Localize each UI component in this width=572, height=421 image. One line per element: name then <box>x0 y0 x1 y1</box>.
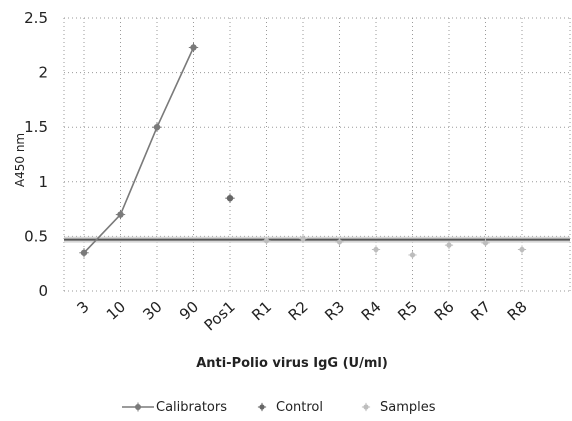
x-tick-label: 10 <box>103 298 129 324</box>
y-tick-label: 0.5 <box>24 227 48 245</box>
grid <box>63 17 571 292</box>
x-tick-label: R2 <box>285 298 312 325</box>
legend-marker <box>133 402 143 412</box>
data-point <box>225 193 235 203</box>
x-tick-label: Pos1 <box>201 298 239 335</box>
cutoff-line-group <box>64 236 570 243</box>
y-tick-label: 0 <box>38 282 48 300</box>
series-calibrators <box>79 42 199 258</box>
legend: Calibrators Control Samples <box>122 400 436 415</box>
x-tick-label: R1 <box>248 298 275 325</box>
data-point <box>79 248 89 258</box>
legend-item-control: Control <box>257 400 323 415</box>
x-tick-label: 30 <box>139 298 165 324</box>
x-tick-label: R4 <box>358 298 385 325</box>
x-tick-label: R8 <box>504 298 531 325</box>
x-tick-label: R7 <box>467 298 494 325</box>
data-point <box>298 234 308 243</box>
legend-label: Calibrators <box>156 400 227 415</box>
y-tick-label: 1.5 <box>24 118 48 136</box>
series-line <box>83 47 195 254</box>
data-point <box>408 250 417 260</box>
legend-item-calibrators: Calibrators <box>122 400 227 415</box>
data-point <box>152 122 162 132</box>
data-point <box>517 245 527 254</box>
x-tick-label: R6 <box>431 298 458 325</box>
legend-marker <box>257 402 267 412</box>
x-tick-label: R3 <box>321 298 348 325</box>
series-group <box>79 42 527 260</box>
data-point <box>335 237 344 246</box>
y-tick-labels: 0 0.5 1 1.5 2 2.5 <box>24 9 48 300</box>
data-point <box>481 238 490 248</box>
x-tick-label: 3 <box>74 298 93 318</box>
data-point <box>444 241 454 250</box>
x-axis-label: Anti-Polio virus IgG (U/ml) <box>196 356 388 371</box>
x-tick-label: R5 <box>394 298 421 325</box>
legend-label: Control <box>276 400 323 415</box>
x-tick-label: 90 <box>176 298 202 324</box>
y-tick-label: 2.5 <box>24 9 48 27</box>
data-point <box>262 236 271 245</box>
series-control <box>225 193 235 203</box>
legend-marker <box>361 402 371 412</box>
data-point <box>371 245 381 254</box>
y-axis-label: A450 nm <box>13 133 27 187</box>
legend-label: Samples <box>380 400 436 415</box>
data-point <box>188 42 199 53</box>
series-samples <box>262 234 527 260</box>
y-tick-label: 1 <box>38 173 48 191</box>
legend-item-samples: Samples <box>361 400 436 415</box>
y-tick-label: 2 <box>38 64 48 82</box>
data-point <box>115 209 126 220</box>
